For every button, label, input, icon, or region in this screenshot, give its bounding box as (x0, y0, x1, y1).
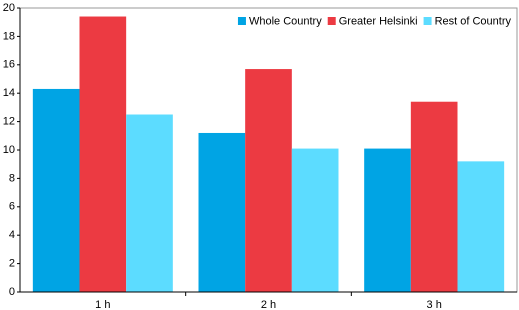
y-tick-label: 4 (9, 229, 15, 241)
legend-label: Rest of Country (435, 15, 512, 27)
bar (79, 16, 127, 293)
y-tick-label: 6 (9, 201, 15, 213)
bar (245, 69, 292, 292)
bar (457, 161, 505, 292)
x-tick-label: 3 h (427, 299, 442, 310)
bar (32, 88, 80, 292)
legend-swatch (423, 17, 432, 25)
bar (410, 101, 458, 292)
y-tick-label: 0 (9, 286, 15, 298)
y-tick-label: 20 (3, 2, 15, 14)
y-tick-label: 10 (3, 144, 15, 156)
y-tick-label: 14 (3, 87, 15, 99)
y-tick-label: 8 (9, 172, 15, 184)
legend-label: Greater Helsinki (339, 15, 418, 27)
y-tick-label: 2 (9, 258, 15, 270)
legend-swatch (237, 17, 246, 25)
bar (364, 148, 411, 292)
y-tick-label: 12 (3, 116, 15, 128)
y-tick-label: 18 (3, 30, 15, 42)
y-tick-label: 16 (3, 59, 15, 71)
legend-label: Whole Country (249, 15, 322, 27)
bar (291, 148, 339, 292)
x-tick-label: 2 h (261, 299, 276, 310)
x-tick-label: 1 h (95, 299, 110, 310)
bar (126, 114, 173, 292)
bar (198, 132, 246, 292)
legend-swatch (327, 17, 336, 25)
